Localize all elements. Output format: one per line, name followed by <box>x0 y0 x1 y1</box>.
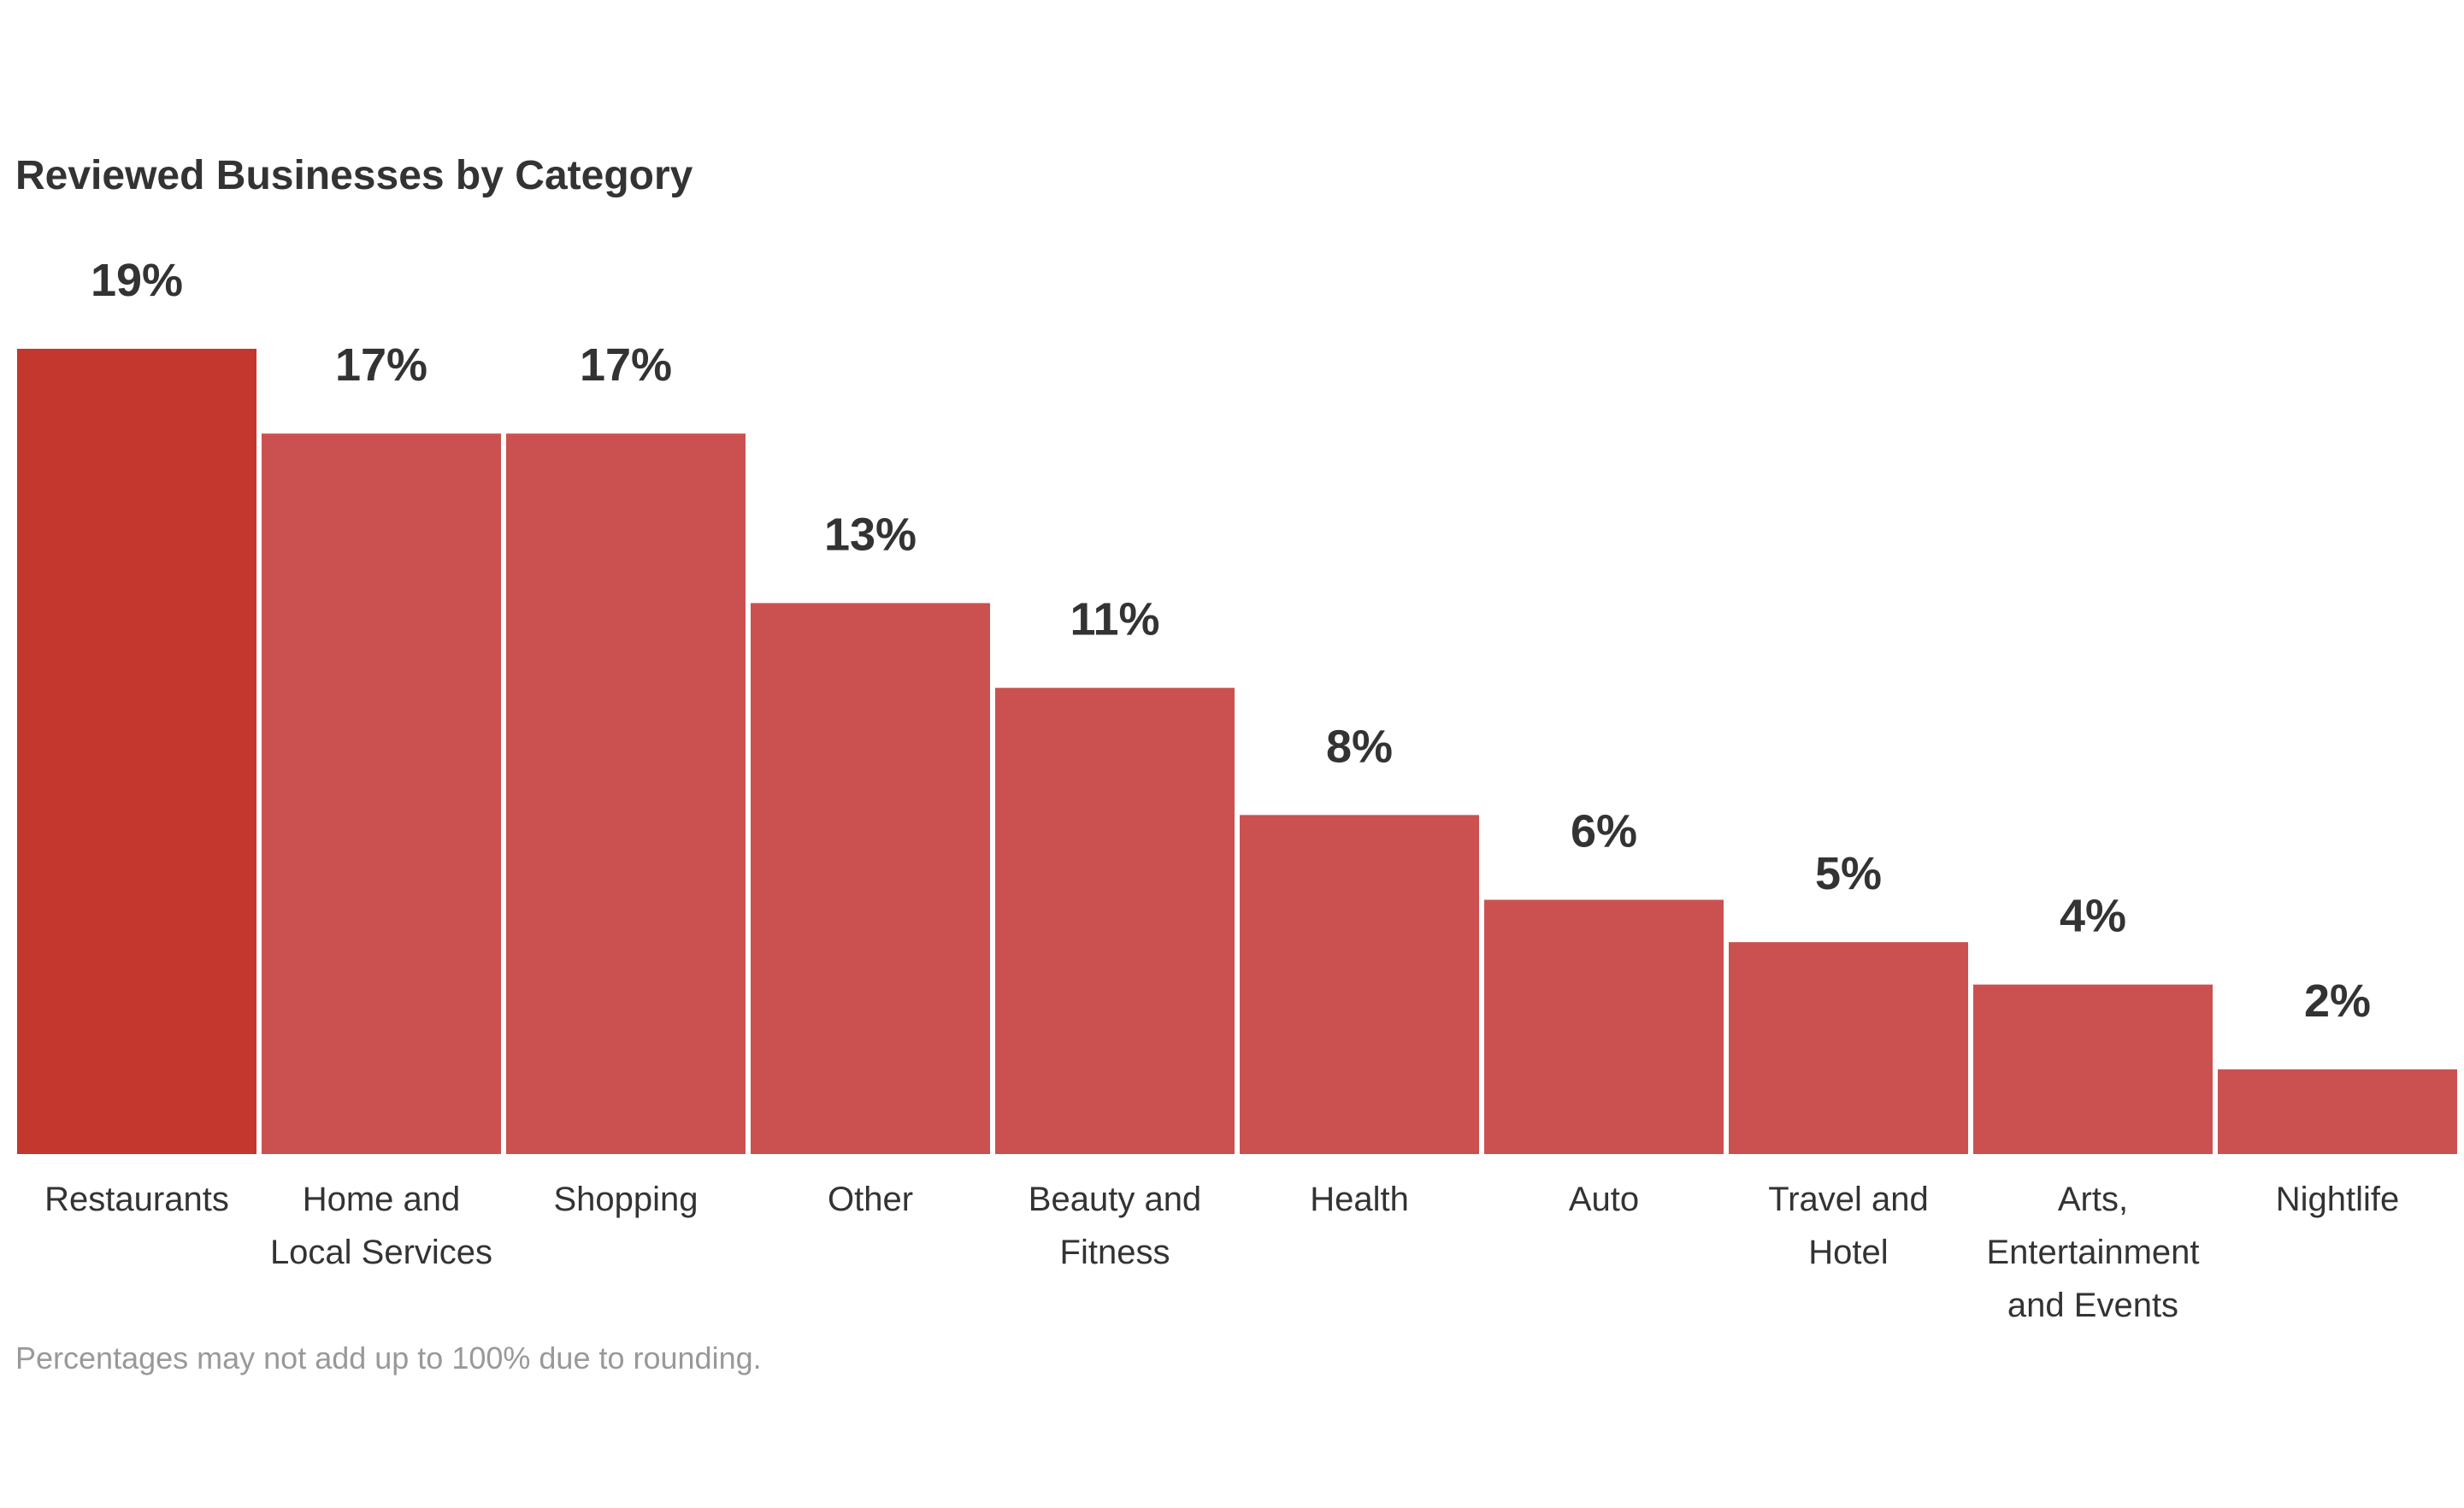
bar-1 <box>17 349 256 1154</box>
bar-3 <box>506 433 746 1154</box>
category-label-line: Fitness <box>1060 1234 1170 1271</box>
category-label-line: Travel and <box>1768 1181 1929 1218</box>
category-label: Nightlife <box>2276 1181 2400 1218</box>
bar-5 <box>995 687 1235 1154</box>
category-label-line: Health <box>1310 1181 1409 1218</box>
category-label-line: Local Services <box>270 1234 492 1271</box>
category-label: Arts, Entertainment and Events <box>1986 1181 2199 1324</box>
bar-9 <box>1973 984 2213 1154</box>
category-label: Beauty and Fitness <box>1029 1181 1201 1271</box>
category-label: Travel and Hotel <box>1768 1181 1929 1271</box>
category-label-line: Restaurants <box>44 1181 229 1218</box>
bar-8 <box>1729 942 1968 1154</box>
category-label: Home and Local Services <box>270 1181 492 1271</box>
category-label-line: and Events <box>2007 1287 2178 1324</box>
chart-title: Reviewed Businesses by Category <box>15 153 693 198</box>
category-label-line: Arts, <box>2058 1181 2128 1218</box>
bar-4 <box>751 603 990 1154</box>
bar-6 <box>1240 815 1479 1154</box>
category-label-line: Nightlife <box>2276 1181 2400 1218</box>
bar-value-label: 2% <box>2304 975 2371 1027</box>
category-label: Restaurants <box>44 1181 229 1218</box>
bar-value-label: 19% <box>91 255 183 306</box>
bar-value-label: 17% <box>335 339 427 391</box>
category-label-line: Auto <box>1569 1181 1639 1218</box>
category-label-line: Hotel <box>1808 1234 1888 1271</box>
bar-value-label: 4% <box>2060 891 2126 942</box>
category-label-line: Beauty and <box>1029 1181 1201 1218</box>
bar-value-label: 6% <box>1571 806 1637 857</box>
bar-value-label: 13% <box>824 509 917 560</box>
bar-value-label: 11% <box>1070 594 1159 645</box>
bar-2 <box>262 433 501 1154</box>
category-label-line: Home and <box>303 1181 461 1218</box>
bar-10 <box>2218 1069 2457 1154</box>
bar-value-label: 8% <box>1326 721 1393 772</box>
category-label: Other <box>828 1181 913 1218</box>
category-label: Auto <box>1569 1181 1639 1218</box>
bar-value-label: 5% <box>1815 848 1882 899</box>
category-label-line: Other <box>828 1181 913 1218</box>
category-label-line: Shopping <box>553 1181 698 1218</box>
bar-7 <box>1484 899 1724 1154</box>
category-label: Shopping <box>553 1181 698 1218</box>
category-label: Health <box>1310 1181 1409 1218</box>
bar-value-label: 17% <box>580 339 672 391</box>
category-label-line: Entertainment <box>1986 1234 2199 1271</box>
chart-footnote: Percentages may not add up to 100% due t… <box>15 1340 762 1375</box>
